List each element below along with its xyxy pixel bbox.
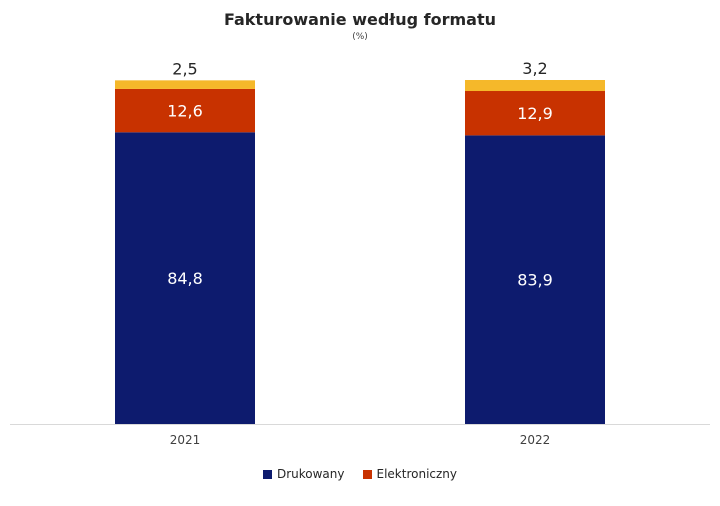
x-tick-label-2021: 2021 — [170, 433, 201, 447]
legend-label-drukowany: Drukowany — [276, 467, 345, 481]
legend-item-drukowany: Drukowany — [262, 467, 345, 481]
data-label-2021-1: 12,6 — [167, 102, 203, 121]
chart-title: Fakturowanie według formatu — [223, 10, 496, 29]
legend: Drukowany Elektroniczny — [0, 467, 720, 481]
bar-2022-segment-2 — [465, 80, 605, 92]
legend-item-elektroniczny: Elektroniczny — [362, 467, 458, 481]
x-tick-label-2022: 2022 — [520, 433, 551, 447]
legend-swatch-elektroniczny — [362, 469, 372, 479]
data-label-2021-2: 2,5 — [172, 59, 197, 78]
data-label-2021-0: 84,8 — [167, 269, 203, 288]
bar-2021-segment-1 — [115, 88, 255, 133]
legend-swatch-drukowany — [262, 469, 272, 479]
bar-2021-segment-0 — [115, 132, 255, 424]
bar-2022-segment-0 — [465, 135, 605, 424]
data-label-2022-1: 12,9 — [517, 104, 553, 123]
legend-label-elektroniczny: Elektroniczny — [376, 467, 458, 481]
bar-2022-segment-1 — [465, 91, 605, 136]
bar-2021-segment-2 — [115, 80, 255, 89]
data-label-2022-0: 83,9 — [517, 271, 553, 290]
chart-subtitle: (%) — [352, 32, 368, 42]
data-label-2022-2: 3,2 — [522, 59, 547, 78]
